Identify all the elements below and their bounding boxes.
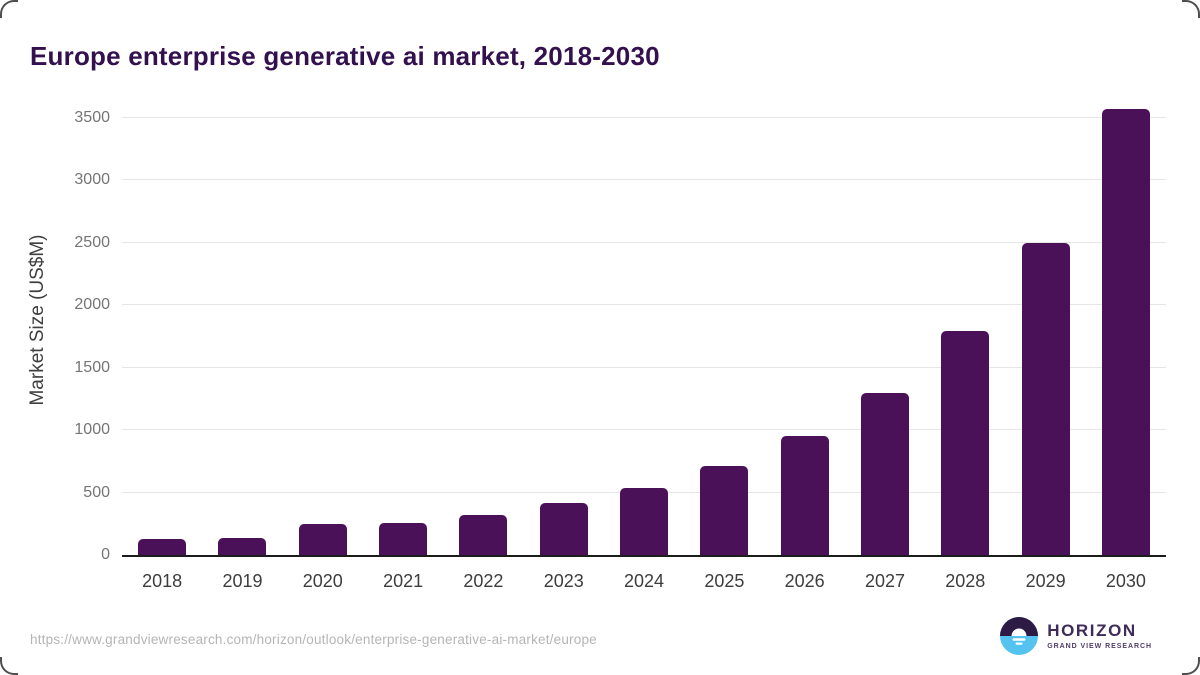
x-tick-label-2029: 2029 bbox=[1025, 571, 1066, 591]
gridline-2500 bbox=[122, 241, 1166, 243]
bar-2018 bbox=[138, 539, 187, 555]
y-axis-title: Market Size (US$M) bbox=[27, 234, 48, 406]
x-tick-label-2022: 2022 bbox=[463, 571, 504, 591]
logo-name: HORIZON bbox=[1047, 620, 1137, 640]
bar-slot-2019: 2019 bbox=[202, 95, 282, 591]
card-corner-bottom-right bbox=[1182, 657, 1200, 675]
gridline-1500 bbox=[122, 366, 1166, 368]
x-tick-label-2027: 2027 bbox=[864, 571, 905, 591]
plot-area: 0 500 1000 1500 2000 2500 3000 3500 2018 2019 2020… bbox=[74, 95, 1166, 591]
bar-slot-2021: 2021 bbox=[363, 95, 443, 591]
x-tick-label-2028: 2028 bbox=[945, 571, 986, 591]
y-tick-label-500: 500 bbox=[83, 483, 110, 501]
bar-2021 bbox=[379, 522, 428, 555]
x-tick-label-2020: 2020 bbox=[302, 571, 343, 591]
card-corner-top-right bbox=[1182, 0, 1200, 18]
bar-2020 bbox=[298, 523, 347, 555]
horizon-logo: HORIZON GRAND VIEW RESEARCH bbox=[1000, 617, 1152, 655]
y-tick-label-1500: 1500 bbox=[74, 358, 110, 376]
bar-2029 bbox=[1021, 242, 1070, 555]
horizon-sunrise-icon bbox=[1000, 617, 1039, 655]
chart-title: Europe enterprise generative ai market, … bbox=[30, 41, 660, 72]
gridline-3000 bbox=[122, 179, 1166, 180]
card-corner-bottom-left bbox=[0, 657, 18, 675]
bar-2022 bbox=[459, 515, 508, 555]
bar-slot-2024: 2024 bbox=[604, 95, 684, 591]
y-tick-label-0: 0 bbox=[101, 546, 110, 563]
bar-slot-2026: 2026 bbox=[765, 95, 845, 591]
logo-text-block: HORIZON GRAND VIEW RESEARCH bbox=[1047, 620, 1152, 651]
source-url: https://www.grandviewresearch.com/horizo… bbox=[30, 632, 597, 647]
bar-slot-2025: 2025 bbox=[684, 95, 764, 591]
x-tick-label-2024: 2024 bbox=[624, 571, 665, 591]
x-tick-label-2026: 2026 bbox=[784, 571, 825, 591]
bar-slot-2029: 2029 bbox=[1005, 95, 1085, 591]
bar-slot-2018: 2018 bbox=[122, 95, 202, 591]
x-tick-label-2018: 2018 bbox=[142, 571, 183, 591]
bar-2023 bbox=[539, 502, 588, 555]
y-tick-label-1000: 1000 bbox=[74, 421, 110, 438]
bar-2026 bbox=[780, 436, 829, 555]
y-tick-label-3500: 3500 bbox=[74, 108, 110, 126]
bar-2024 bbox=[620, 487, 669, 555]
gridline-1000 bbox=[122, 429, 1166, 430]
bar-slot-2028: 2028 bbox=[925, 95, 1005, 591]
bar-slot-2030: 2030 bbox=[1086, 95, 1166, 591]
x-tick-label-2019: 2019 bbox=[222, 571, 263, 591]
bar-slot-2022: 2022 bbox=[443, 95, 523, 591]
y-tick-label-3000: 3000 bbox=[74, 171, 110, 188]
y-tick-label-2500: 2500 bbox=[74, 233, 110, 251]
bar-2019 bbox=[218, 538, 267, 555]
bar-2027 bbox=[860, 392, 909, 555]
bar-2030 bbox=[1101, 108, 1150, 555]
gridline-3500 bbox=[122, 116, 1166, 118]
x-tick-label-2030: 2030 bbox=[1105, 571, 1146, 591]
x-tick-label-2023: 2023 bbox=[543, 571, 584, 591]
x-tick-label-2025: 2025 bbox=[704, 571, 745, 591]
x-tick-label-2021: 2021 bbox=[383, 571, 424, 591]
logo-subtitle: GRAND VIEW RESEARCH bbox=[1047, 643, 1152, 651]
bar-2025 bbox=[700, 466, 749, 555]
card-corner-top-left bbox=[0, 0, 18, 18]
bar-2028 bbox=[941, 331, 990, 555]
gridline-2000 bbox=[122, 304, 1166, 305]
bar-slot-2023: 2023 bbox=[524, 95, 604, 591]
bar-slot-2027: 2027 bbox=[845, 95, 925, 591]
y-tick-label-2000: 2000 bbox=[74, 296, 110, 313]
bar-slot-2020: 2020 bbox=[283, 95, 363, 591]
